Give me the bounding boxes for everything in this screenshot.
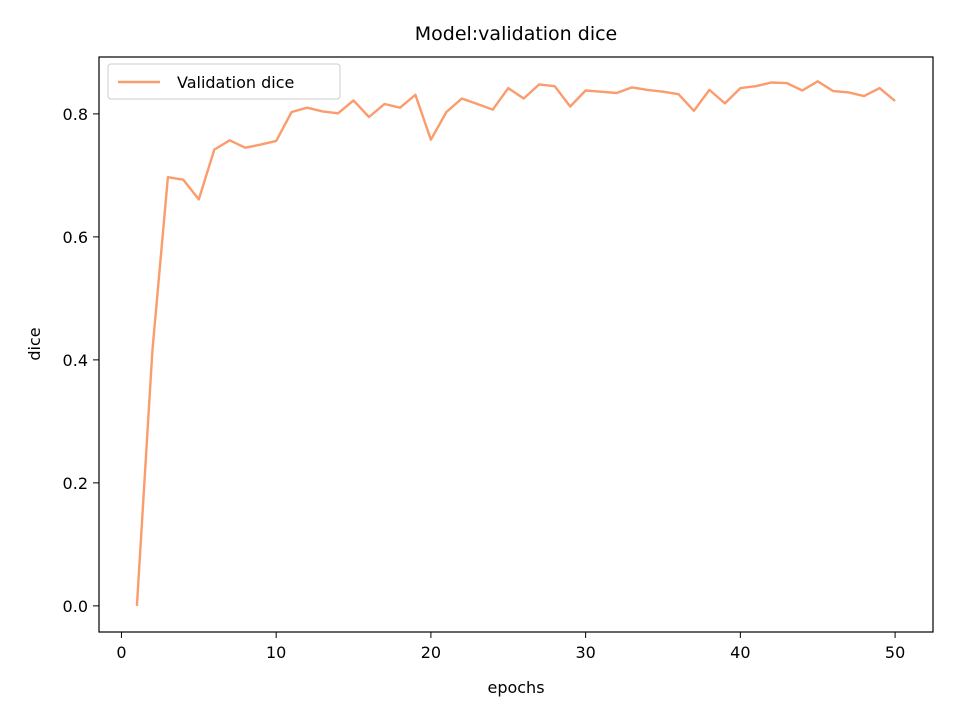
- y-tick-label: 0.4: [63, 351, 88, 370]
- x-tick-label: 0: [116, 643, 126, 662]
- x-tick-label: 40: [730, 643, 750, 662]
- chart-title: Model:validation dice: [415, 23, 618, 45]
- legend-label: Validation dice: [177, 73, 294, 92]
- y-axis-label: dice: [25, 327, 44, 360]
- y-tick-label: 0.6: [63, 228, 88, 247]
- legend: Validation dice: [108, 64, 340, 99]
- y-tick-label: 0.0: [63, 597, 88, 616]
- x-tick-label: 30: [575, 643, 595, 662]
- x-tick-label: 20: [421, 643, 441, 662]
- y-tick-label: 0.2: [63, 474, 88, 493]
- y-tick-label: 0.8: [63, 105, 88, 124]
- x-axis-label: epochs: [487, 678, 544, 697]
- x-tick-label: 10: [266, 643, 286, 662]
- x-tick-label: 50: [885, 643, 905, 662]
